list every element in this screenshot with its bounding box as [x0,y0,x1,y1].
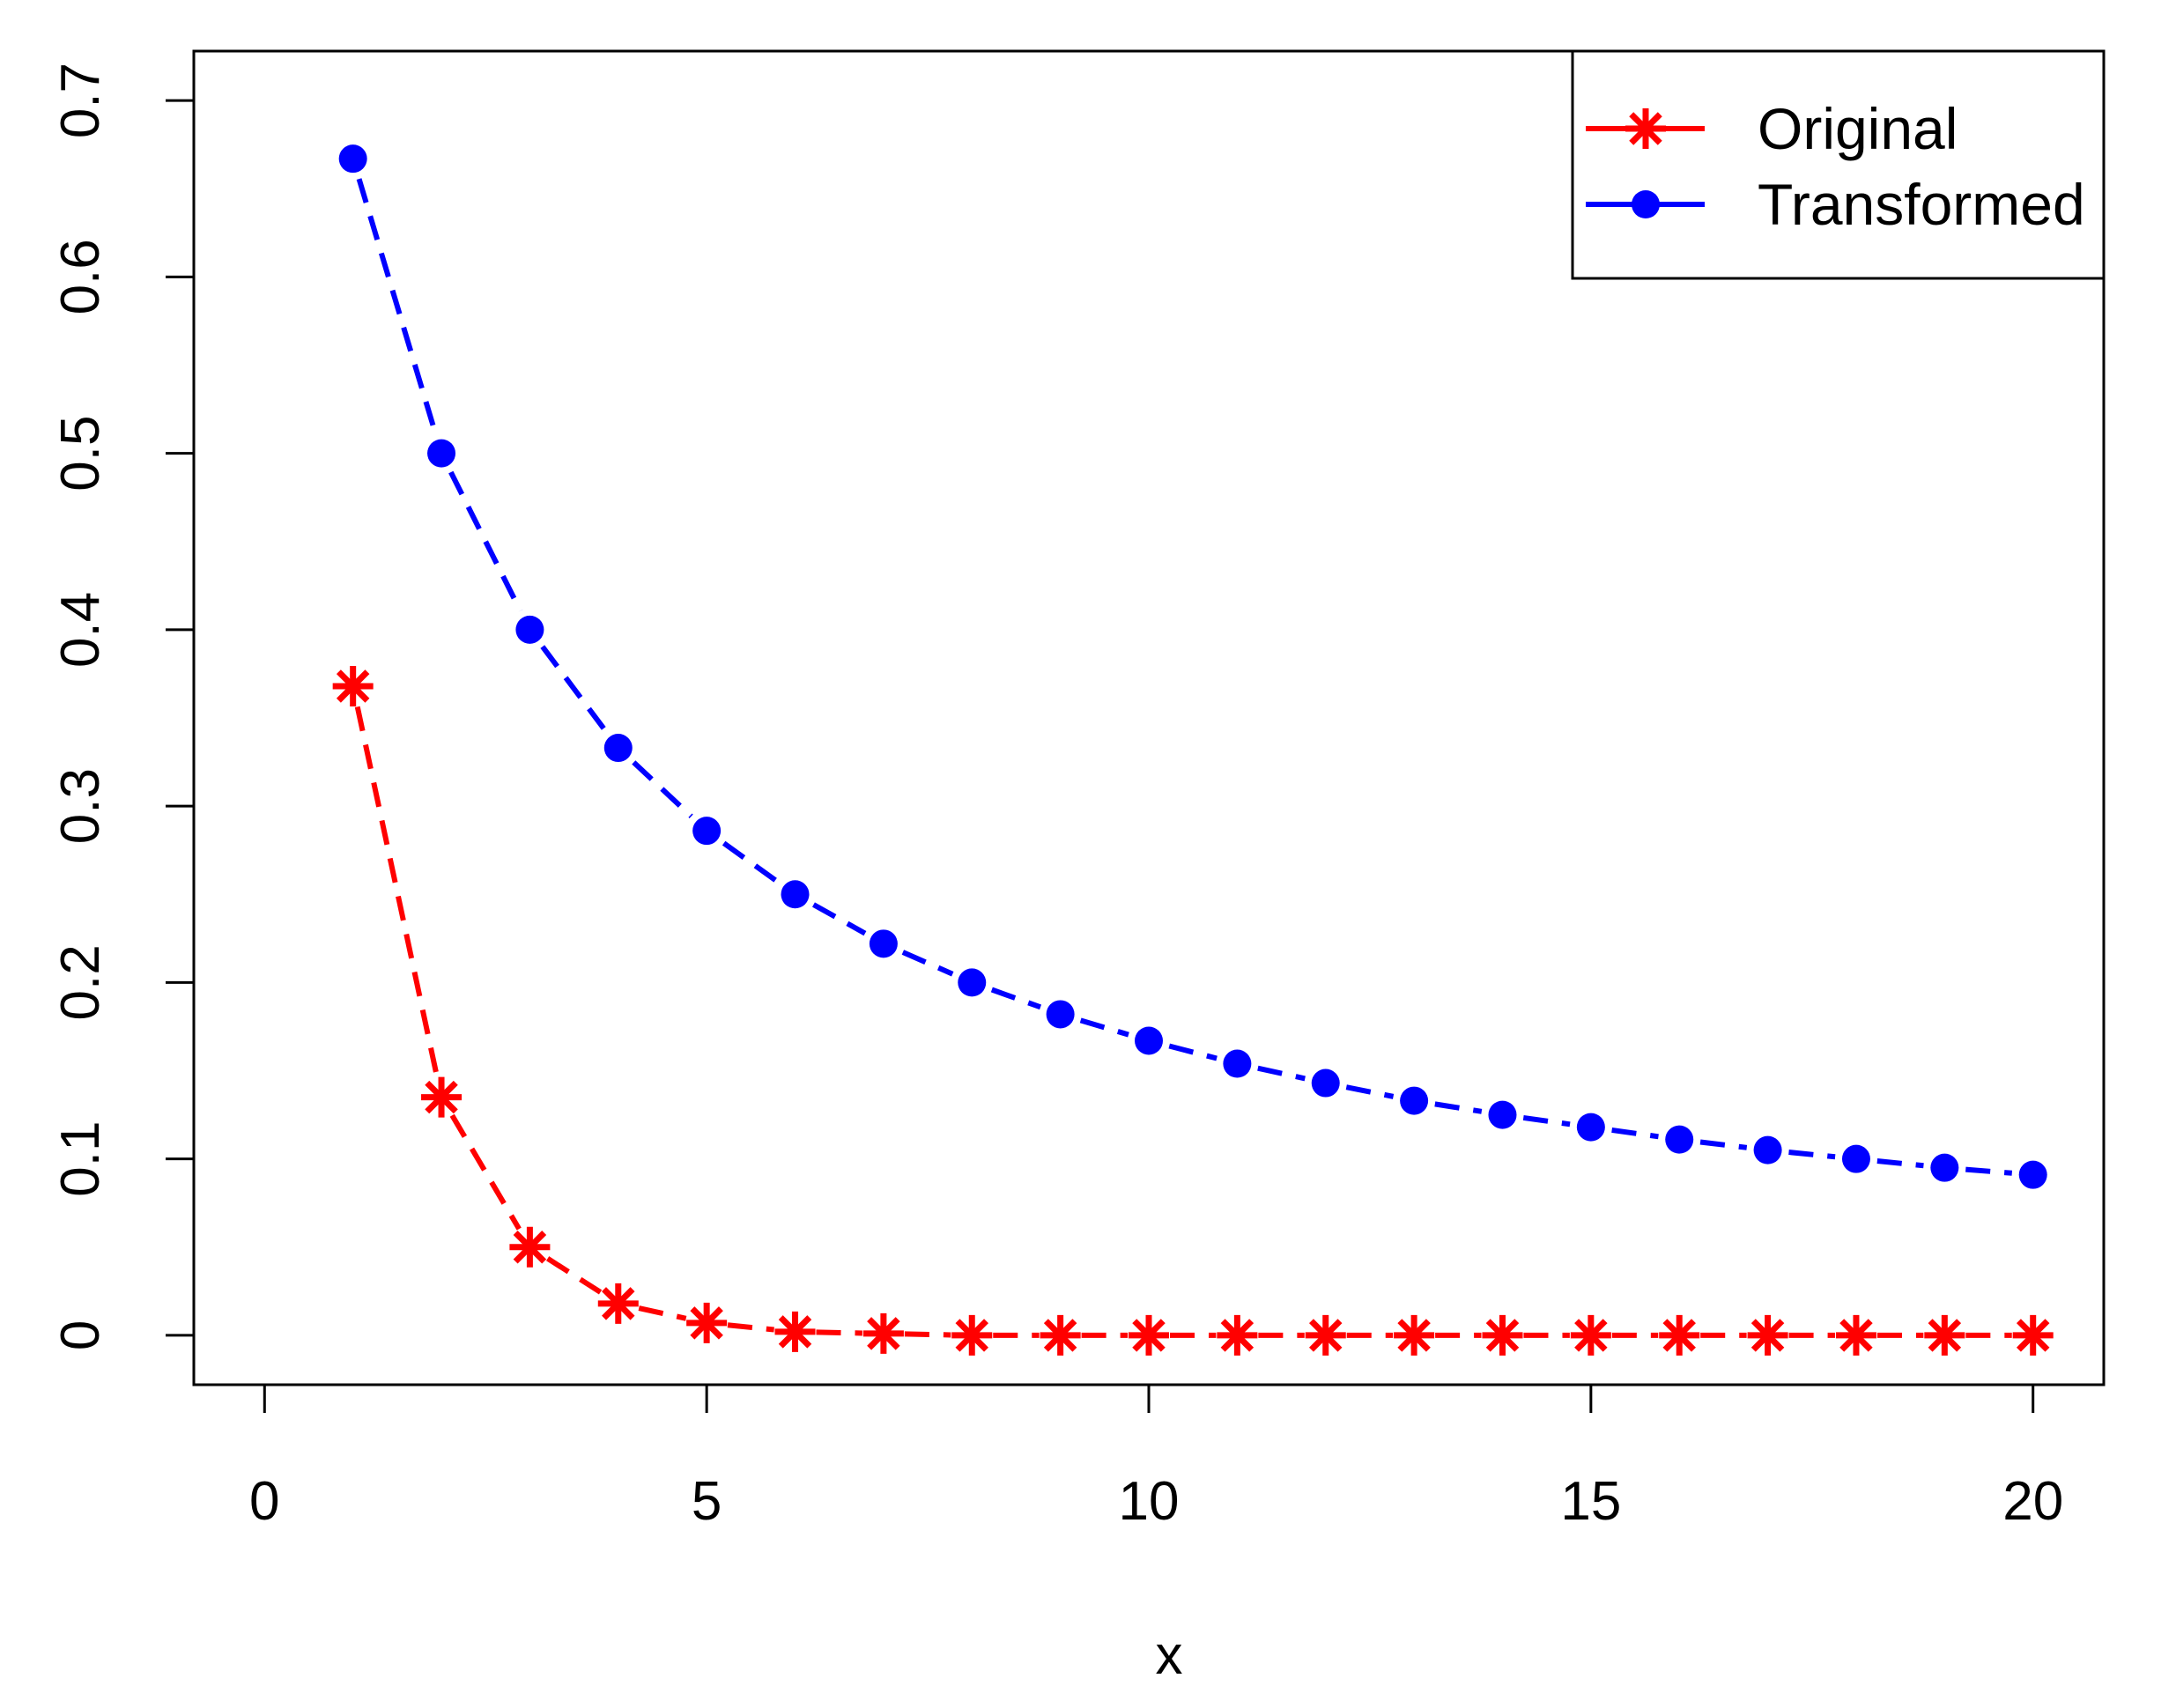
series-segment [1257,1065,1306,1082]
circle-marker [1046,1000,1075,1029]
asterisk-marker [862,1312,904,1354]
series-segment [1699,1139,1748,1150]
series-segment [448,470,523,612]
circle-marker [1135,1026,1163,1055]
circle-marker [1400,1086,1429,1115]
x-axis-title: x [1156,1625,1183,1686]
series-segment [901,950,954,977]
asterisk-marker [421,1076,463,1118]
series-segment [1345,1084,1395,1099]
series-segment [356,178,439,434]
series-transformed [338,144,2047,1189]
series-segment [540,645,608,733]
circle-marker [2018,1160,2047,1189]
series-segment [1168,1043,1218,1061]
asterisk-marker [509,1226,551,1268]
x-tick-label: 10 [1119,1471,1180,1532]
y-tick-label: 0.4 [50,592,111,668]
circle-marker [869,929,898,958]
series-layer [332,144,2054,1356]
legend-item-transformed: Transformed [1586,172,2085,237]
asterisk-marker [1040,1314,1081,1356]
series-segment [904,1331,951,1338]
circle-marker [515,615,544,644]
x-tick-label: 5 [692,1471,722,1532]
y-tick-label: 0.3 [50,768,111,844]
y-tick-label: 0.6 [50,239,111,314]
series-segment [722,840,780,884]
series-segment [1788,1150,1836,1160]
y-tick-label: 0 [50,1320,111,1350]
asterisk-marker [951,1314,993,1356]
circle-marker [1311,1068,1340,1098]
series-segment [632,760,693,818]
circle-marker [1576,1113,1605,1142]
series-segment [1522,1114,1571,1128]
asterisk-marker [1129,1314,1169,1356]
legend-label: Original [1758,96,1958,161]
asterisk-marker [1305,1314,1346,1356]
circle-marker [1488,1100,1517,1129]
series-segment [638,1305,687,1321]
series-segment [1434,1101,1483,1114]
asterisk-marker [1924,1314,1965,1356]
y-axis: 0 0.1 0.2 0.3 0.4 0.5 0.6 0.7 [50,63,196,1350]
asterisk-marker [1747,1314,1788,1356]
asterisk-marker [1659,1314,1700,1356]
asterisk-marker [1482,1314,1523,1356]
circle-marker [958,968,987,997]
asterisk-marker [2012,1314,2054,1356]
series-segment [546,1256,603,1295]
circle-marker [1665,1125,1694,1154]
series-segment [816,1329,862,1336]
circle-marker [781,880,810,909]
legend-item-original: Original [1586,96,1958,161]
series-segment [727,1322,774,1333]
x-tick-label: 15 [1560,1471,1621,1532]
y-tick-label: 0.5 [50,416,111,492]
series-segment [449,1113,522,1231]
series-segment [354,706,440,1077]
asterisk-marker [1570,1314,1611,1356]
legend: Original Transformed [1571,49,2106,280]
circle-marker [427,439,456,468]
x-axis: 0 5 10 15 20 [249,1383,2063,1532]
asterisk-marker [1394,1314,1435,1356]
series-segment [990,987,1042,1010]
circle-marker [1632,190,1660,218]
asterisk-marker [1625,108,1666,149]
series-segment [812,902,867,936]
series-segment [1876,1158,1924,1169]
asterisk-marker [774,1311,816,1352]
circle-marker [1223,1049,1252,1078]
series-segment [1965,1166,2013,1176]
asterisk-marker [332,665,374,706]
asterisk-marker [1217,1314,1258,1356]
circle-marker [692,817,722,846]
circle-marker [1753,1135,1782,1165]
legend-label: Transformed [1758,172,2085,237]
x-tick-label: 0 [249,1471,279,1532]
circle-marker [1930,1153,1959,1182]
circle-marker [338,144,367,174]
x-tick-label: 20 [2002,1471,2063,1532]
circle-marker [1841,1144,1870,1173]
asterisk-marker [597,1283,639,1324]
y-tick-label: 0.7 [50,63,111,138]
circle-marker [603,734,633,763]
series-segment [1079,1017,1129,1038]
y-tick-label: 0.2 [50,944,111,1020]
asterisk-marker [1835,1314,1876,1356]
series-original [332,665,2054,1356]
series-segment [1611,1127,1659,1140]
legend-box [1571,49,2106,280]
asterisk-marker [686,1302,728,1343]
y-tick-label: 0.1 [50,1121,111,1197]
